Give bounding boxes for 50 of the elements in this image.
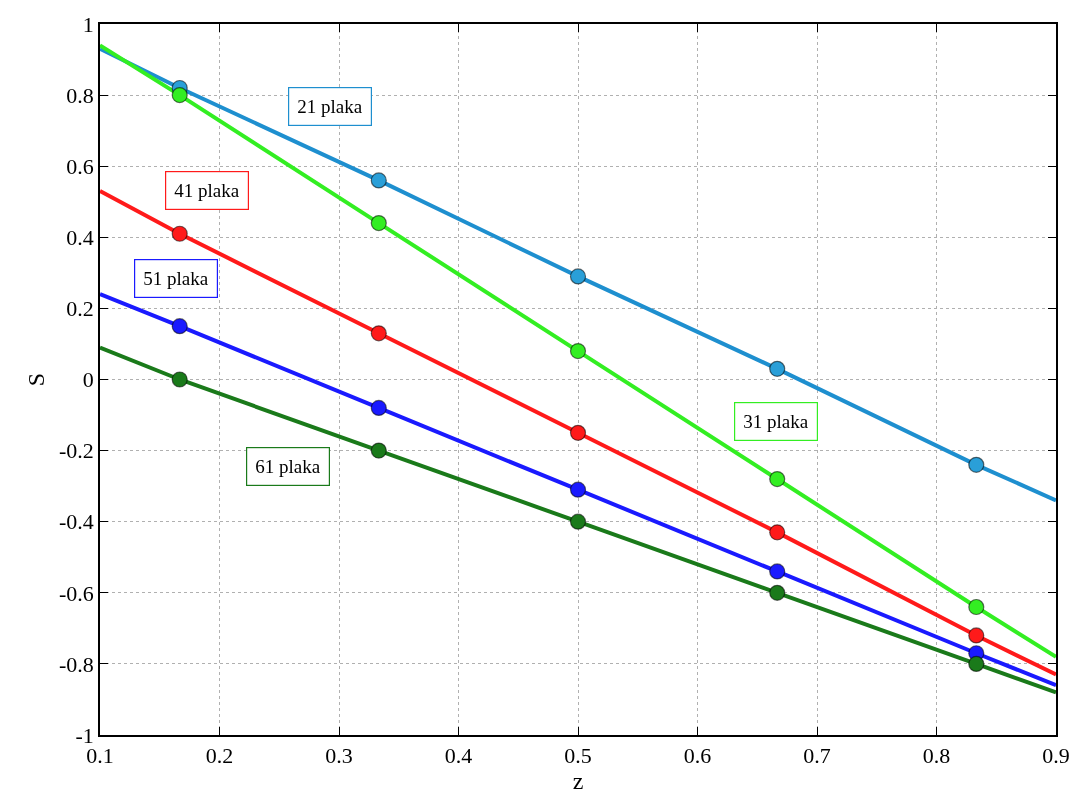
y-tick-label: 0.6 bbox=[66, 153, 94, 179]
point bbox=[968, 655, 985, 672]
y-tick-label: 0 bbox=[82, 367, 94, 393]
point bbox=[171, 87, 188, 104]
series-label: 51 plaka bbox=[143, 268, 209, 290]
x-tick-label: 0.5 bbox=[564, 743, 592, 769]
y-tick-label: -0.6 bbox=[59, 580, 94, 606]
y-tick-label: 0.8 bbox=[66, 82, 94, 108]
x-tick-label: 0.4 bbox=[444, 743, 473, 769]
y-tick-label: -0.2 bbox=[59, 438, 94, 464]
point bbox=[569, 342, 587, 360]
point bbox=[769, 584, 786, 601]
point bbox=[171, 371, 188, 388]
x-tick-label: 0.8 bbox=[922, 743, 951, 769]
series-label: 31 plaka bbox=[743, 411, 809, 433]
y-tick-label: 0.2 bbox=[66, 296, 94, 322]
point bbox=[370, 442, 387, 459]
x-tick-label: 0.7 bbox=[803, 743, 831, 769]
point bbox=[569, 513, 587, 530]
x-tick-label: 0.3 bbox=[325, 743, 353, 769]
x-axis-title: z bbox=[572, 768, 584, 795]
point bbox=[171, 318, 188, 335]
point bbox=[769, 563, 786, 580]
point bbox=[370, 172, 387, 189]
point bbox=[968, 456, 985, 473]
x-tick-label: 0.6 bbox=[683, 743, 712, 769]
point bbox=[370, 214, 387, 232]
point bbox=[569, 268, 587, 285]
point bbox=[370, 399, 387, 417]
line-series bbox=[100, 43, 1056, 659]
y-tick-label: 1 bbox=[82, 11, 94, 37]
point bbox=[769, 470, 786, 488]
point bbox=[569, 424, 587, 441]
series-label: 21 plaka bbox=[297, 96, 363, 118]
point bbox=[171, 225, 188, 242]
point bbox=[968, 627, 985, 644]
point bbox=[769, 360, 786, 377]
x-tick-label: 0.9 bbox=[1042, 743, 1070, 769]
x-tick-label: 0.2 bbox=[205, 743, 234, 769]
y-tick-label: -0.4 bbox=[59, 509, 94, 535]
y-tick-label: 0.4 bbox=[66, 225, 94, 250]
y-axis-title: S bbox=[22, 372, 49, 387]
point bbox=[569, 481, 587, 498]
point bbox=[370, 325, 387, 342]
series-label: 41 plaka bbox=[174, 180, 240, 202]
point bbox=[968, 598, 985, 616]
series-label: 61 plaka bbox=[255, 456, 321, 478]
y-tick-label: -0.8 bbox=[59, 651, 94, 677]
point bbox=[769, 524, 786, 541]
line-series bbox=[100, 46, 1056, 503]
